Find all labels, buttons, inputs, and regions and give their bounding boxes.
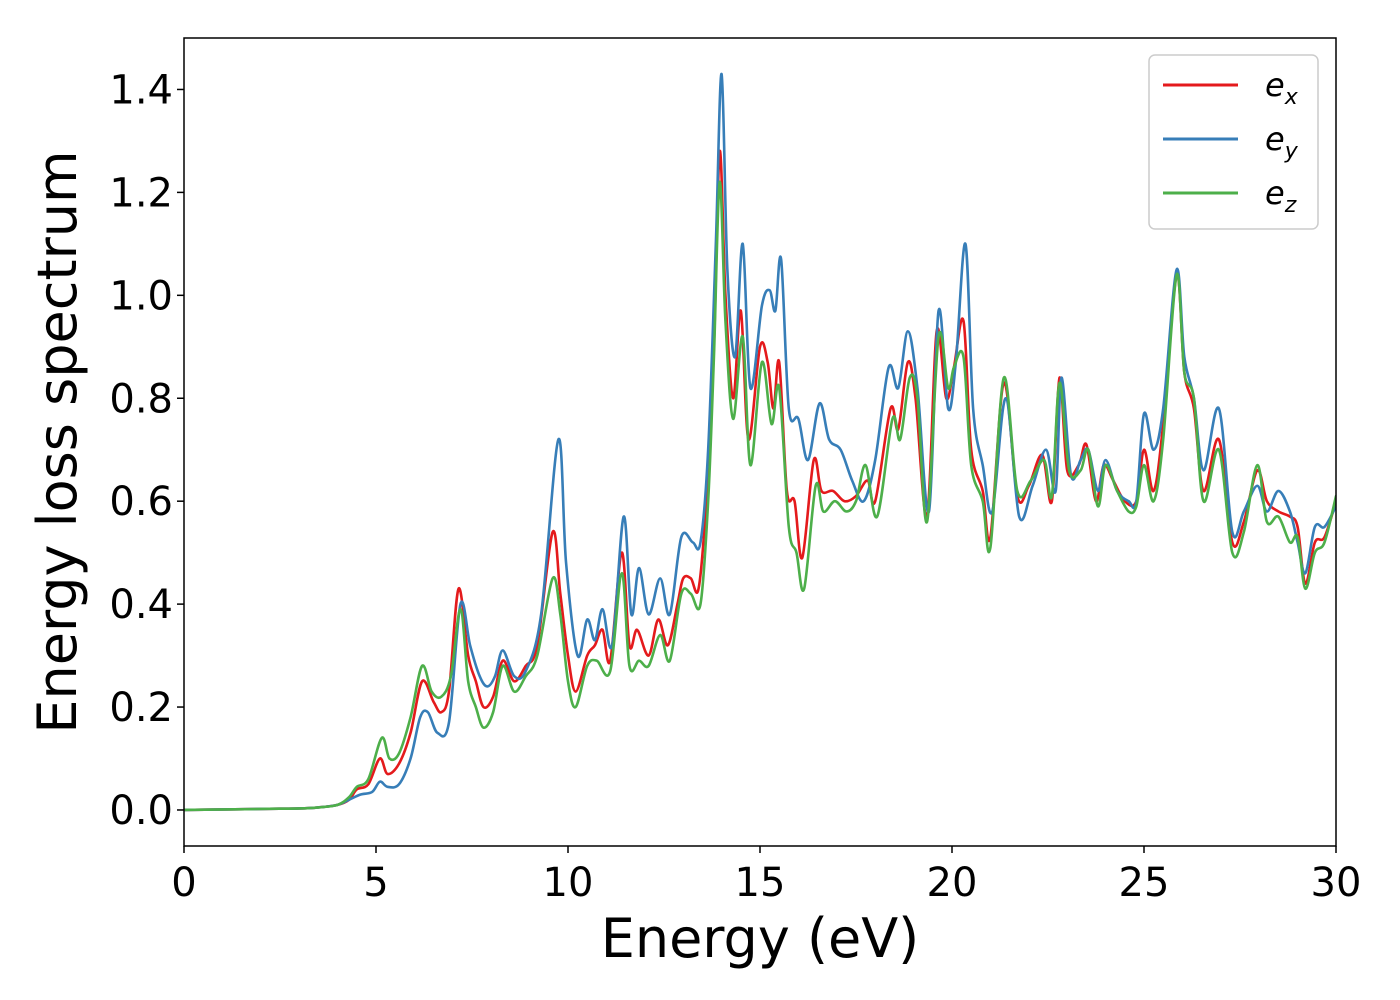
y-tick-label: 0.4 bbox=[109, 582, 173, 628]
x-tick-label: 15 bbox=[735, 860, 786, 906]
y-tick-label: 1.0 bbox=[109, 273, 173, 319]
series-layer bbox=[184, 72, 1336, 812]
y-tick-label: 1.4 bbox=[109, 67, 173, 113]
x-axis-ticks: 0 5 10 15 20 25 30 bbox=[171, 846, 1361, 906]
x-tick-label: 0 bbox=[171, 860, 196, 906]
x-tick-label: 5 bbox=[363, 860, 388, 906]
y-tick-label: 0.8 bbox=[109, 376, 173, 422]
series-line-e-x bbox=[184, 149, 1336, 812]
legend-box bbox=[1148, 54, 1319, 230]
y-axis-title: Energy loss spectrum bbox=[26, 150, 89, 733]
x-axis-title: Energy (eV) bbox=[601, 907, 920, 970]
x-tick-label: 30 bbox=[1311, 860, 1362, 906]
x-tick-label: 10 bbox=[543, 860, 594, 906]
x-tick-label: 25 bbox=[1119, 860, 1170, 906]
series-line-e-z bbox=[184, 180, 1336, 812]
x-tick-label: 20 bbox=[927, 860, 978, 906]
y-tick-label: 0.6 bbox=[109, 479, 173, 525]
y-tick-label: 0.0 bbox=[109, 788, 173, 834]
series-line-e-y bbox=[184, 72, 1336, 812]
y-axis-ticks: 0.0 0.2 0.4 0.6 0.8 1.0 1.2 1.4 bbox=[109, 67, 184, 834]
y-tick-label: 1.2 bbox=[109, 170, 173, 216]
y-tick-label: 0.2 bbox=[109, 685, 173, 731]
